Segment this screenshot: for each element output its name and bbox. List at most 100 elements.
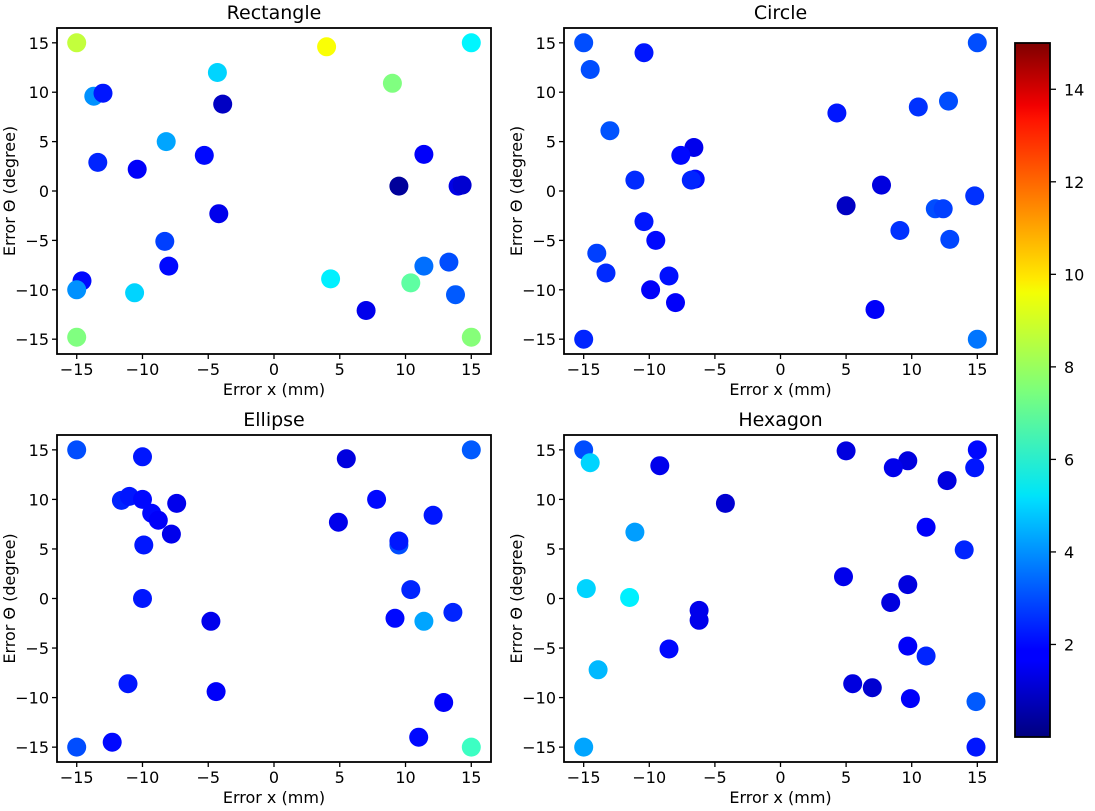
y-tick-label: 10 (536, 83, 556, 102)
colorbar-tick-label: 4 (1064, 543, 1074, 562)
y-tick-label: 0 (39, 590, 49, 609)
data-point (966, 737, 986, 757)
data-point (134, 535, 154, 555)
y-tick-label: 5 (546, 133, 556, 152)
data-point (827, 103, 847, 123)
data-point (118, 674, 138, 694)
data-point (67, 327, 87, 347)
data-point (574, 329, 594, 349)
data-point (966, 692, 986, 712)
data-point (207, 63, 227, 82)
data-point (443, 602, 463, 622)
data-point (587, 243, 607, 263)
data-point (423, 505, 443, 525)
data-point (213, 94, 233, 114)
data-point (356, 301, 376, 320)
data-point (574, 33, 594, 53)
data-point (385, 608, 405, 628)
x-tick-label: 15 (967, 768, 987, 787)
data-point (940, 229, 960, 249)
data-point (461, 440, 481, 460)
data-point (836, 196, 856, 216)
y-tick-label: −5 (25, 639, 49, 658)
data-point (414, 144, 434, 164)
circle-panel: −15 −10 −5 0 5 10 15 −15 −10 −5 0 5 10 15 Circle Error … (507, 2, 998, 399)
y-tick-label: −10 (522, 281, 556, 300)
data-point (625, 170, 645, 190)
data-point (641, 280, 661, 300)
data-point (88, 152, 108, 172)
data-point (461, 327, 481, 347)
data-point (967, 33, 987, 53)
y-tick-label: −10 (15, 281, 49, 300)
x-tick-label: 15 (461, 768, 481, 787)
rectangle-title: Rectangle (227, 2, 322, 24)
data-point (600, 121, 620, 141)
data-point (900, 689, 920, 709)
data-point (328, 512, 348, 532)
data-point (574, 737, 594, 757)
data-point (666, 293, 685, 313)
data-point (382, 73, 402, 93)
y-tick-label: −10 (522, 689, 556, 708)
data-point (580, 453, 600, 473)
data-point (898, 451, 918, 471)
data-point (389, 176, 409, 196)
circle-title: Circle (754, 2, 807, 24)
data-point (194, 145, 214, 165)
data-point (588, 660, 608, 680)
x-tick-label: 5 (841, 360, 851, 379)
y-tick-label: 15 (536, 441, 556, 460)
data-point (883, 458, 903, 478)
data-point (446, 285, 465, 305)
data-point (881, 593, 901, 612)
y-tick-label: 0 (546, 590, 556, 609)
colorbar-gradient (1015, 43, 1050, 737)
data-point (159, 256, 179, 276)
x-tick-label: −10 (126, 360, 160, 379)
x-tick-label: −5 (703, 360, 727, 379)
data-point (834, 567, 853, 587)
colorbar: 2 4 6 8 10 12 14 (1014, 42, 1084, 738)
y-tick-label: 15 (29, 34, 49, 53)
data-point (67, 33, 87, 53)
data-point (954, 540, 974, 560)
x-tick-label: 15 (967, 360, 987, 379)
data-point (625, 522, 645, 542)
colorbar-frame (1014, 42, 1051, 738)
data-point (206, 682, 226, 702)
x-tick-label: −5 (703, 768, 727, 787)
y-axis-label: Error Θ (degree) (0, 533, 19, 663)
x-tick-label: −15 (567, 360, 601, 379)
data-point (102, 732, 122, 752)
x-tick-label: 0 (269, 768, 279, 787)
data-point (156, 132, 176, 152)
y-tick-label: −10 (15, 689, 49, 708)
data-point (461, 737, 481, 757)
y-tick-label: 5 (39, 540, 49, 559)
x-tick-label: 10 (902, 360, 922, 379)
data-point (865, 300, 885, 319)
hexagon-points (574, 440, 987, 757)
data-point (965, 458, 985, 478)
y-tick-label: 10 (536, 490, 556, 509)
y-tick-label: 15 (536, 34, 556, 53)
data-point (916, 517, 936, 537)
x-tick-label: 5 (841, 768, 851, 787)
y-tick-label: 0 (546, 182, 556, 201)
x-tick-label: 10 (395, 768, 415, 787)
rectangle-points (67, 33, 481, 347)
data-point (576, 579, 596, 599)
y-tick-label: 5 (546, 540, 556, 559)
data-point (409, 727, 429, 747)
x-tick-label: 15 (461, 360, 481, 379)
y-axis-label: Error Θ (degree) (507, 533, 526, 663)
x-tick-label: −5 (196, 360, 220, 379)
data-point (843, 674, 863, 694)
data-point (133, 447, 152, 467)
x-tick-label: −10 (632, 360, 666, 379)
ellipse-points (67, 440, 481, 757)
data-point (659, 639, 679, 659)
x-tick-label: −15 (60, 768, 94, 787)
colorbar-tick-label: 2 (1064, 635, 1074, 654)
